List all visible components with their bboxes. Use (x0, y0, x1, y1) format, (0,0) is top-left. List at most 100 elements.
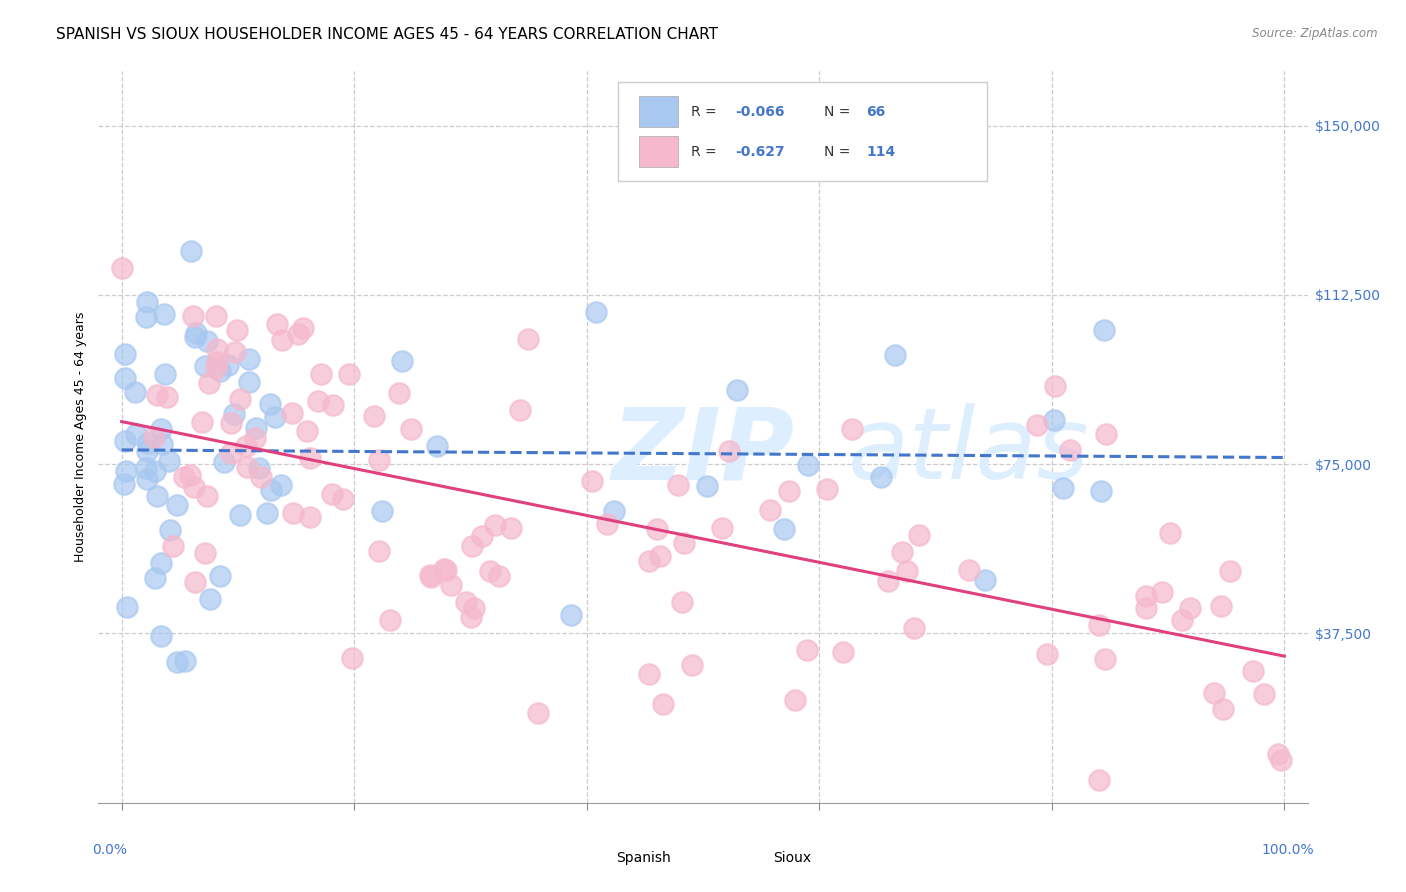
Point (226, 323, 249, 337)
Text: 114: 114 (866, 145, 896, 159)
Point (841, 422, 863, 436)
Point (146, 387, 169, 401)
Point (195, 490, 218, 504)
Point (363, 409, 385, 423)
Point (560, 607, 582, 622)
Point (114, 347, 136, 361)
Point (1036, 647, 1059, 661)
Point (309, 367, 332, 381)
Point (387, 386, 409, 401)
Point (1088, 773, 1111, 788)
Point (1212, 702, 1234, 716)
Point (209, 364, 232, 378)
Point (797, 458, 820, 472)
Point (173, 470, 195, 484)
Point (270, 333, 292, 347)
Point (183, 575, 205, 590)
Point (136, 436, 159, 450)
Point (342, 651, 364, 665)
Point (291, 321, 314, 335)
Point (460, 539, 482, 553)
Text: ZIP: ZIP (612, 403, 794, 500)
Point (1094, 427, 1116, 442)
Point (645, 523, 668, 537)
Text: N =: N = (824, 145, 855, 159)
Point (195, 334, 218, 349)
Point (585, 305, 607, 319)
Point (198, 591, 221, 606)
Point (191, 415, 214, 429)
Point (637, 667, 659, 681)
Point (150, 629, 173, 643)
Point (666, 477, 689, 491)
Point (581, 475, 603, 489)
Point (159, 523, 181, 537)
FancyBboxPatch shape (569, 848, 610, 869)
Text: -0.627: -0.627 (735, 145, 786, 159)
Point (652, 697, 675, 711)
Point (499, 520, 522, 534)
Point (235, 459, 257, 474)
Text: N =: N = (824, 104, 855, 119)
Point (517, 332, 540, 346)
Point (773, 522, 796, 536)
Point (238, 352, 260, 367)
Point (198, 376, 221, 390)
Point (219, 446, 242, 460)
Point (243, 431, 266, 445)
Point (884, 348, 907, 362)
Point (463, 601, 485, 615)
Point (135, 295, 157, 310)
Point (245, 421, 267, 435)
Point (1135, 600, 1157, 615)
Point (205, 355, 228, 369)
Point (903, 621, 925, 635)
Point (368, 453, 391, 467)
Point (371, 504, 394, 518)
Point (957, 563, 980, 577)
Point (135, 444, 157, 458)
Point (222, 407, 245, 421)
Point (235, 439, 257, 453)
Point (162, 539, 184, 553)
Point (527, 706, 550, 720)
Point (1209, 599, 1232, 613)
Point (908, 527, 931, 541)
Point (179, 467, 201, 482)
Point (671, 595, 693, 609)
Point (205, 309, 228, 323)
Point (1026, 417, 1049, 432)
Point (974, 573, 997, 587)
Point (212, 455, 235, 469)
Point (136, 472, 159, 486)
Point (146, 489, 169, 503)
Point (166, 498, 188, 512)
Point (264, 409, 287, 424)
Point (337, 367, 360, 381)
Point (194, 546, 217, 560)
Point (156, 390, 179, 404)
Point (638, 554, 661, 568)
FancyBboxPatch shape (727, 848, 768, 869)
Point (434, 563, 457, 577)
Point (260, 483, 283, 497)
Point (456, 595, 478, 609)
Point (420, 570, 443, 584)
Point (174, 654, 197, 668)
Point (484, 518, 506, 533)
Point (256, 507, 278, 521)
Point (114, 434, 136, 448)
FancyBboxPatch shape (638, 136, 678, 167)
Point (143, 571, 166, 585)
Point (299, 450, 322, 465)
Point (281, 507, 304, 521)
Point (112, 477, 135, 491)
Point (295, 425, 318, 439)
Point (270, 478, 292, 492)
Point (1178, 600, 1201, 615)
Point (1042, 413, 1064, 427)
Point (1135, 589, 1157, 603)
Point (224, 345, 246, 359)
Point (115, 600, 138, 615)
Point (696, 479, 718, 493)
